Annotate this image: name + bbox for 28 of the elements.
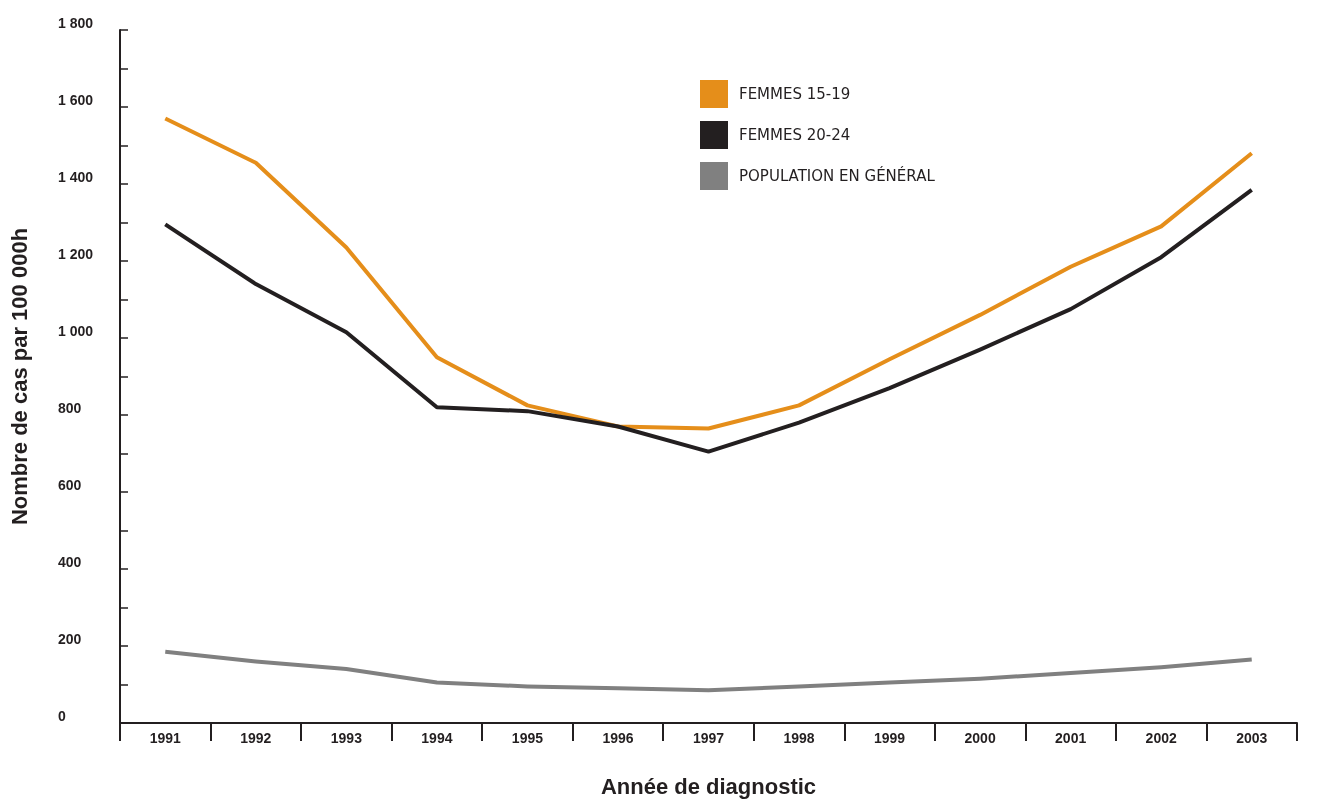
y-tick-label: 800	[58, 400, 82, 416]
y-tick-label: 1 200	[58, 246, 94, 262]
y-axis-title: Nombre de cas par 100 000h	[6, 227, 32, 526]
x-tick-label: 2002	[1145, 730, 1177, 746]
y-tick-label: 400	[58, 554, 82, 570]
legend-label: POPULATION EN GÉNÉRAL	[739, 166, 936, 185]
x-tick-label: 1993	[330, 730, 363, 746]
x-tick-label: 1998	[783, 730, 815, 746]
x-tick-label: 1999	[874, 730, 906, 746]
x-tick-label: 1996	[602, 730, 634, 746]
x-tick-label: 1997	[692, 730, 725, 746]
x-tick-label: 2003	[1236, 730, 1268, 746]
y-tick-label: 1 000	[58, 323, 94, 339]
x-tick-label: 1991	[149, 730, 182, 746]
x-tick-label: 1994	[421, 730, 453, 746]
y-tick-label: 1 800	[58, 15, 94, 31]
y-tick-label: 600	[58, 477, 82, 493]
x-tick-label: 1992	[240, 730, 272, 746]
legend-label: FEMMES 15-19	[739, 85, 851, 103]
legend-label: FEMMES 20-24	[739, 126, 851, 144]
y-tick-label: 1 600	[58, 92, 94, 108]
y-tick-label: 200	[58, 631, 82, 647]
y-tick-label: 0	[58, 708, 66, 724]
y-tick-label: 1 400	[58, 169, 94, 185]
x-tick-label: 2000	[964, 730, 996, 746]
x-axis-title: Année de diagnostic	[600, 773, 817, 799]
x-tick-label: 2001	[1055, 730, 1087, 746]
x-tick-label: 1995	[511, 730, 544, 746]
